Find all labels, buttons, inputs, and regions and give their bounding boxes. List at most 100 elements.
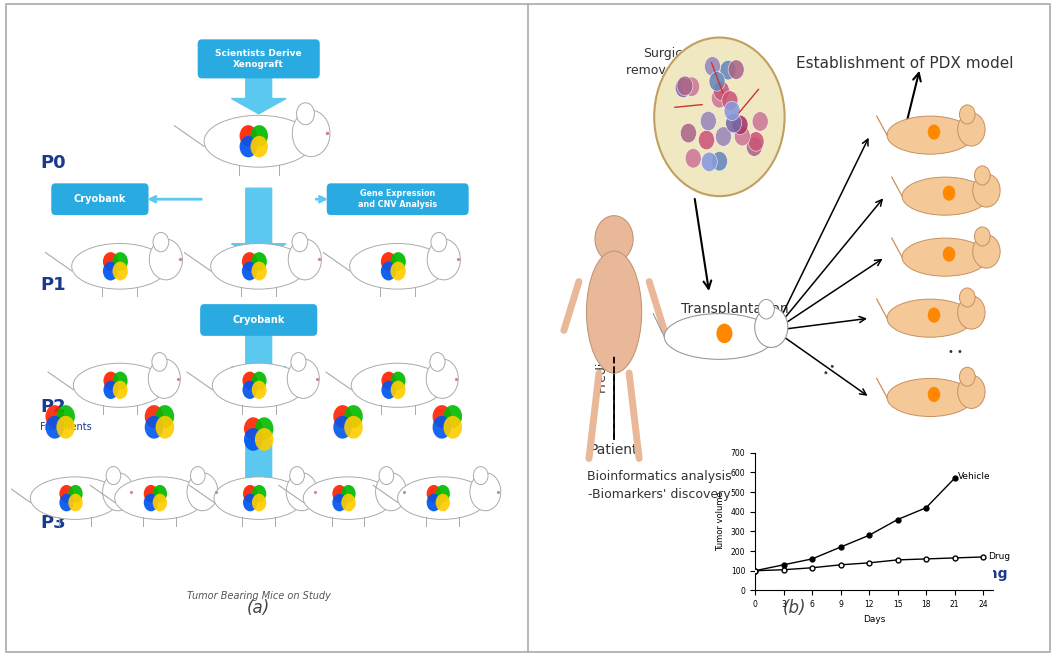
Circle shape bbox=[473, 466, 488, 485]
Circle shape bbox=[433, 416, 451, 439]
Text: Analysis: Analysis bbox=[796, 455, 859, 468]
Circle shape bbox=[293, 110, 329, 157]
Circle shape bbox=[152, 352, 167, 371]
Circle shape bbox=[685, 148, 701, 168]
Circle shape bbox=[444, 405, 463, 428]
Circle shape bbox=[56, 416, 75, 439]
Circle shape bbox=[69, 485, 82, 502]
Circle shape bbox=[655, 37, 785, 196]
Circle shape bbox=[724, 101, 740, 121]
Circle shape bbox=[251, 262, 267, 281]
Circle shape bbox=[290, 352, 306, 371]
Circle shape bbox=[433, 405, 451, 428]
Circle shape bbox=[243, 494, 258, 511]
Text: Transplantation: Transplantation bbox=[681, 302, 788, 316]
Circle shape bbox=[240, 125, 257, 146]
Circle shape bbox=[436, 485, 450, 502]
Circle shape bbox=[297, 103, 315, 125]
Circle shape bbox=[103, 380, 118, 399]
Circle shape bbox=[436, 494, 450, 511]
Circle shape bbox=[251, 252, 267, 271]
Circle shape bbox=[243, 380, 258, 399]
Circle shape bbox=[145, 416, 164, 439]
Circle shape bbox=[244, 417, 263, 440]
Circle shape bbox=[106, 466, 120, 485]
Circle shape bbox=[975, 166, 991, 185]
Circle shape bbox=[470, 473, 501, 511]
Circle shape bbox=[341, 485, 356, 502]
Text: • •: • • bbox=[947, 347, 963, 357]
Circle shape bbox=[427, 359, 458, 398]
Circle shape bbox=[102, 473, 133, 511]
Circle shape bbox=[45, 405, 64, 428]
Ellipse shape bbox=[211, 243, 306, 289]
Circle shape bbox=[153, 494, 167, 511]
Circle shape bbox=[187, 473, 218, 511]
Circle shape bbox=[341, 494, 356, 511]
Circle shape bbox=[344, 416, 363, 439]
Circle shape bbox=[69, 494, 82, 511]
Text: Vehicle: Vehicle bbox=[958, 472, 991, 481]
Circle shape bbox=[289, 466, 304, 485]
Circle shape bbox=[747, 137, 762, 156]
Circle shape bbox=[287, 359, 319, 398]
FancyBboxPatch shape bbox=[326, 183, 469, 215]
Circle shape bbox=[748, 132, 765, 152]
Circle shape bbox=[381, 262, 396, 281]
Circle shape bbox=[381, 252, 396, 271]
Text: P1: P1 bbox=[40, 276, 65, 294]
Text: Establishment of PDX model: Establishment of PDX model bbox=[796, 56, 1014, 71]
Circle shape bbox=[144, 494, 158, 511]
Circle shape bbox=[153, 485, 167, 502]
Circle shape bbox=[943, 186, 956, 201]
Circle shape bbox=[928, 308, 940, 323]
Circle shape bbox=[714, 81, 730, 100]
Ellipse shape bbox=[350, 243, 446, 289]
Circle shape bbox=[444, 416, 463, 439]
Circle shape bbox=[755, 307, 788, 348]
Circle shape bbox=[242, 252, 258, 271]
Circle shape bbox=[381, 380, 396, 399]
Circle shape bbox=[381, 371, 396, 390]
Text: Cryobank: Cryobank bbox=[74, 194, 126, 204]
Circle shape bbox=[680, 123, 697, 143]
Text: Prediction: Prediction bbox=[595, 330, 608, 392]
Circle shape bbox=[45, 416, 64, 439]
Circle shape bbox=[148, 359, 181, 398]
Text: Tumor Bearing Mice on Study: Tumor Bearing Mice on Study bbox=[187, 591, 331, 601]
Circle shape bbox=[376, 473, 407, 511]
Circle shape bbox=[675, 78, 692, 98]
Ellipse shape bbox=[887, 379, 974, 417]
Circle shape bbox=[252, 485, 266, 502]
Circle shape bbox=[254, 428, 274, 451]
Circle shape bbox=[428, 239, 460, 280]
Text: Gene Expression
and CNV Analysis: Gene Expression and CNV Analysis bbox=[358, 190, 437, 209]
Text: Bioinformatics analysis
-Biomarkers' discovery: Bioinformatics analysis -Biomarkers' dis… bbox=[587, 470, 732, 501]
Circle shape bbox=[928, 125, 940, 140]
Polygon shape bbox=[231, 440, 286, 501]
Circle shape bbox=[391, 371, 406, 390]
Circle shape bbox=[155, 405, 174, 428]
Text: Drug sensitivity screening: Drug sensitivity screening bbox=[803, 567, 1007, 581]
Circle shape bbox=[344, 405, 363, 428]
Ellipse shape bbox=[31, 477, 119, 520]
Ellipse shape bbox=[72, 243, 168, 289]
X-axis label: Days: Days bbox=[863, 615, 885, 624]
Circle shape bbox=[254, 417, 274, 440]
Circle shape bbox=[720, 60, 736, 80]
Ellipse shape bbox=[586, 251, 642, 373]
Circle shape bbox=[288, 239, 321, 280]
Circle shape bbox=[102, 252, 118, 271]
Circle shape bbox=[732, 115, 748, 134]
Circle shape bbox=[293, 232, 307, 252]
Text: P3: P3 bbox=[40, 514, 65, 531]
Circle shape bbox=[715, 127, 732, 146]
Circle shape bbox=[960, 367, 975, 386]
Ellipse shape bbox=[303, 477, 393, 520]
Circle shape bbox=[700, 112, 716, 131]
Circle shape bbox=[103, 371, 118, 390]
Circle shape bbox=[286, 473, 317, 511]
Circle shape bbox=[243, 371, 258, 390]
Circle shape bbox=[973, 235, 1000, 268]
Circle shape bbox=[595, 216, 634, 262]
